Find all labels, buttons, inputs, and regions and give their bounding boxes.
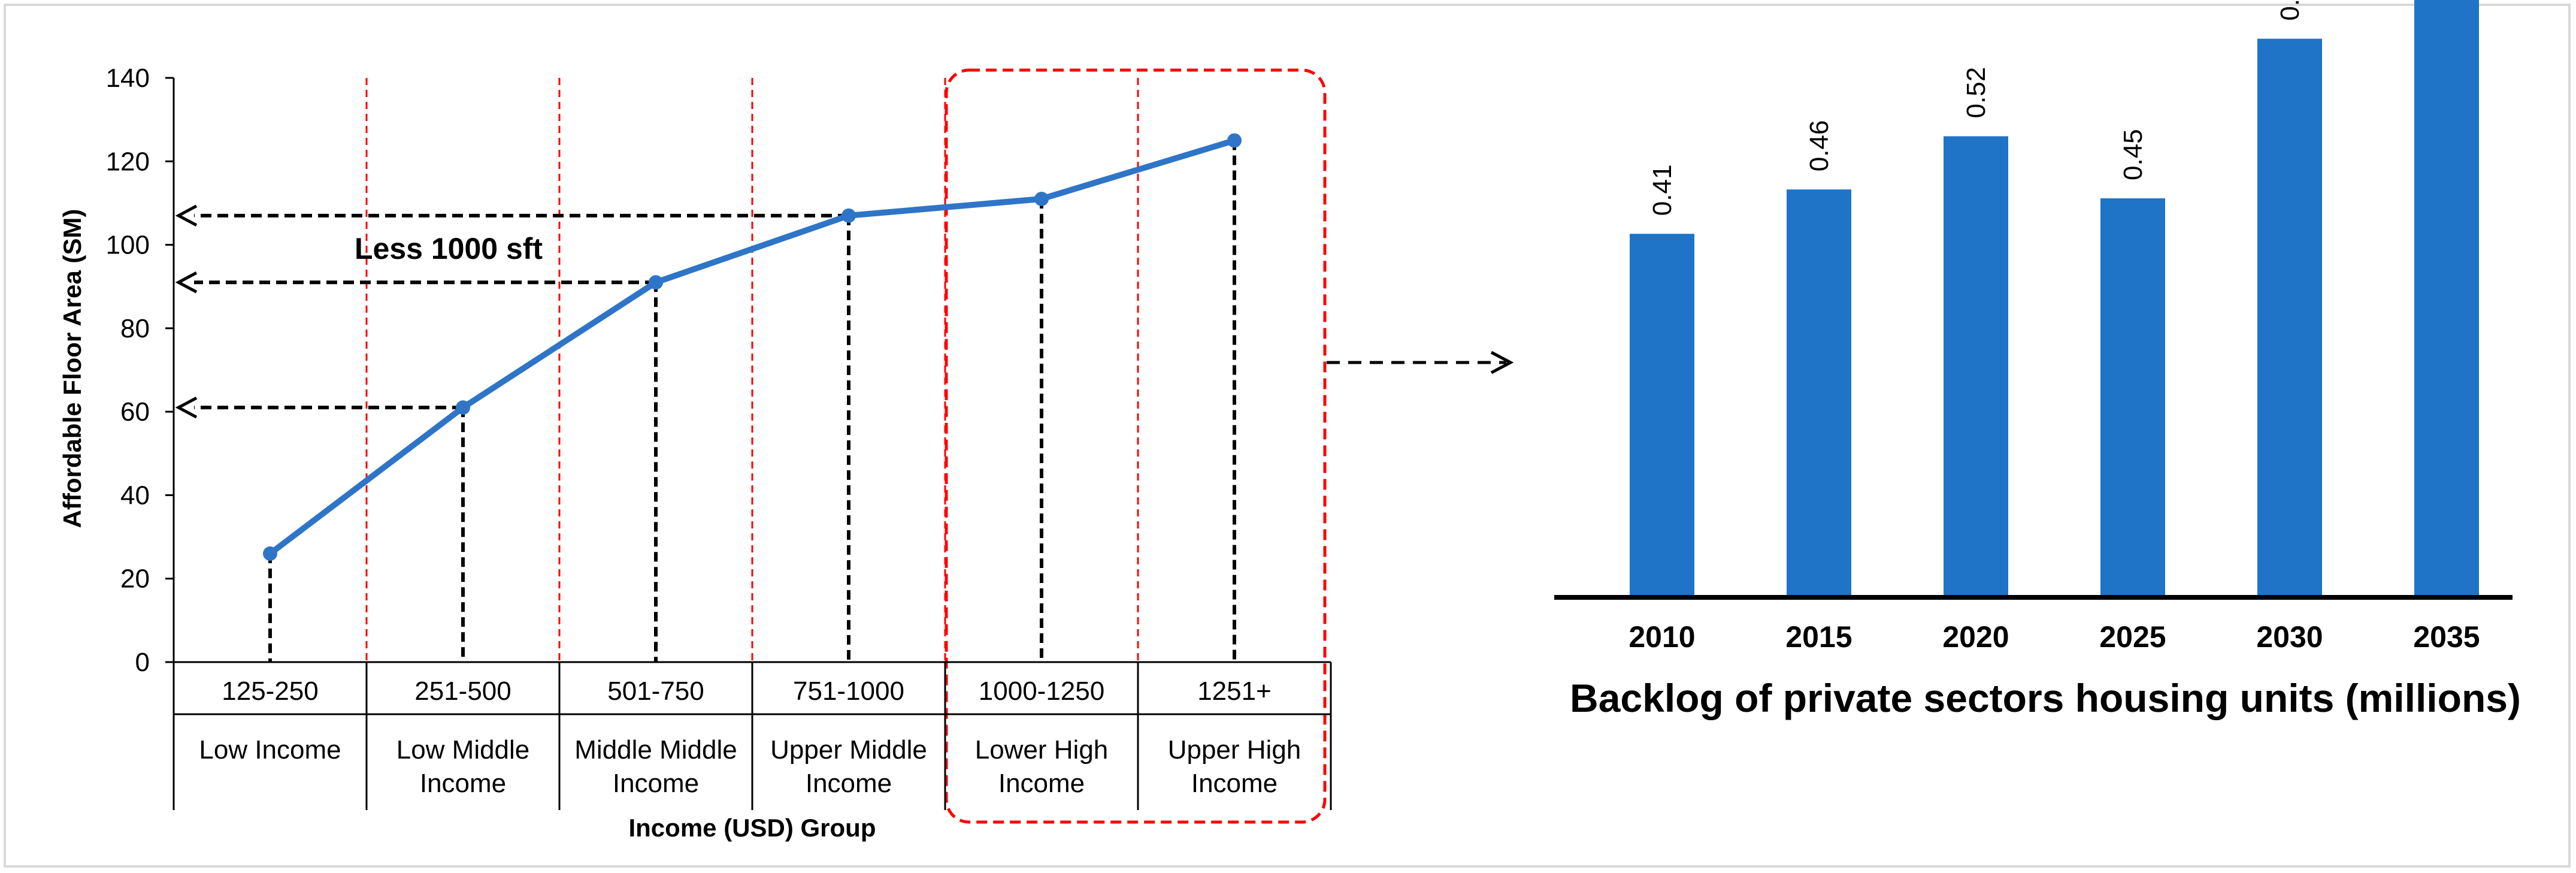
- series-point: [1227, 133, 1242, 148]
- bar-data-label: 0.46: [1805, 120, 1834, 172]
- bar-data-label: 0.41: [1648, 165, 1677, 216]
- series-points: [263, 133, 1242, 561]
- category-group-label: Low Middle: [396, 735, 530, 765]
- y-tick-label: 140: [106, 64, 150, 93]
- bars: [1630, 0, 2479, 598]
- category-range-label: 125-250: [222, 676, 318, 706]
- series-line: [268, 137, 1236, 556]
- category-range-label: 501-750: [607, 676, 704, 706]
- bar: [1944, 136, 2008, 597]
- income-group-dividers: [365, 78, 1139, 662]
- category-group-label: Income: [806, 769, 892, 798]
- series-point: [841, 208, 856, 223]
- category-group-label: Income: [420, 769, 506, 798]
- category-group-label: Middle Middle: [574, 735, 737, 765]
- y-tick-label: 20: [120, 564, 150, 594]
- bar: [1787, 189, 1851, 597]
- value-guide-lines: [268, 140, 1236, 662]
- y-axis-label: Affordable Floor Area (SM): [58, 209, 86, 528]
- category-group-label: Upper Middle: [770, 735, 927, 765]
- category-group-label: Lower High: [975, 735, 1109, 765]
- category-range-label: 751-1000: [793, 676, 904, 706]
- x-axis-year-labels: 2010 2015 2020 2025 2030 2035: [1628, 620, 2480, 654]
- year-label: 2020: [1942, 620, 2009, 654]
- bar: [2257, 38, 2322, 598]
- series-point: [456, 400, 470, 415]
- bar: [2100, 198, 2165, 597]
- connector-arrow: [1327, 351, 1514, 374]
- y-tick-label: 80: [120, 314, 150, 343]
- category-group-label: Income: [1191, 769, 1278, 798]
- year-label: 2015: [1785, 620, 1852, 654]
- category-range-label: 1251+: [1197, 676, 1272, 706]
- bar-data-label: 0.52: [1961, 67, 1991, 119]
- less-1000-sft-annotation: Less 1000 sft: [355, 232, 543, 265]
- y-tick-label: 40: [120, 481, 150, 510]
- bar: [2414, 0, 2479, 597]
- y-tick-label: 0: [135, 648, 150, 677]
- series-point: [263, 546, 277, 561]
- housing-backlog-bar-chart: 0.410.460.520.450.630.7 2010201520202025…: [1554, 0, 2521, 720]
- category-range-label: 251-500: [414, 676, 511, 706]
- affordable-floor-area-line-chart: 0 20 40 60 80 100 120 140 125-250 Low Income 251-…: [58, 64, 1332, 842]
- y-tick-label: 120: [106, 147, 150, 176]
- category-table: 125-250 Low Income 251-500 Low Middle Income…: [172, 662, 1332, 810]
- bar-data-labels: 0.410.460.520.450.630.7: [1648, 0, 2305, 216]
- y-tick-label: 60: [120, 397, 150, 427]
- value-arrow-head: [175, 204, 198, 227]
- year-label: 2035: [2413, 620, 2480, 654]
- series-point: [649, 275, 663, 290]
- year-label: 2010: [1628, 620, 1695, 654]
- value-arrows: [175, 204, 849, 419]
- bar-data-label: 0.63: [2275, 0, 2305, 21]
- bar-data-label: 0.45: [2118, 129, 2148, 180]
- series-point: [1034, 191, 1049, 206]
- x-axis-label: Income (USD) Group: [628, 814, 876, 842]
- category-group-label: Upper High: [1168, 735, 1301, 765]
- y-axis-ticks: 0 20 40 60 80 100 120 140: [106, 64, 174, 677]
- category-range-label: 1000-1250: [979, 676, 1104, 706]
- y-tick-label: 100: [106, 231, 150, 260]
- year-label: 2030: [2256, 620, 2323, 654]
- value-arrow-head: [175, 271, 198, 294]
- value-arrow-head: [175, 396, 198, 419]
- bar-chart-title: Backlog of private sectors housing units…: [1570, 676, 2521, 720]
- high-income-highlight-box: [945, 68, 1327, 824]
- category-group-label: Income: [998, 769, 1085, 798]
- category-group-label: Low Income: [199, 735, 341, 765]
- year-label: 2025: [2099, 620, 2166, 654]
- category-group-label: Income: [613, 769, 699, 798]
- bar: [1630, 234, 1694, 597]
